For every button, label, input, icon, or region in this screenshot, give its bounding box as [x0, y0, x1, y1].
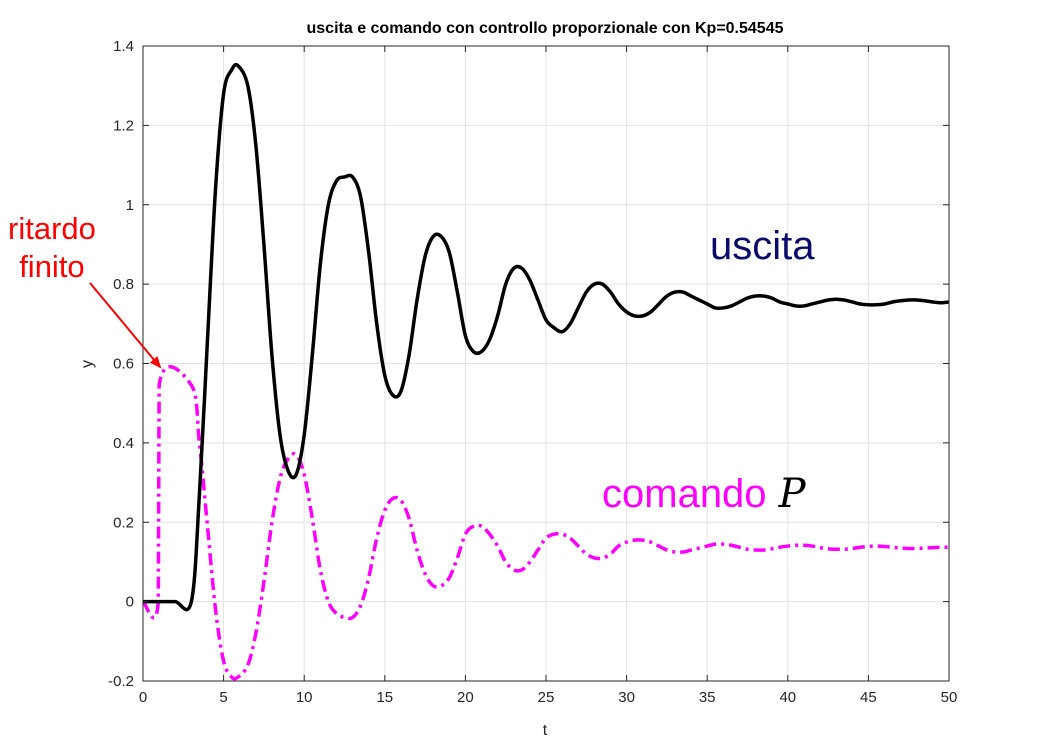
- y-tick-label: 0: [126, 594, 134, 611]
- x-tick-label: 50: [941, 689, 958, 706]
- comando-label: comando: [602, 472, 767, 516]
- comando-symbol: P: [778, 471, 806, 517]
- x-tick-label: 10: [296, 689, 313, 706]
- x-tick-label: 15: [376, 689, 393, 706]
- y-tick-label: 0.6: [113, 356, 134, 373]
- series-comando-line: [141, 365, 950, 681]
- x-tick-label: 20: [457, 689, 474, 706]
- ritardo-arrow: [89, 282, 162, 369]
- comando-annotation: comando P: [602, 474, 805, 514]
- x-tick-label: 45: [860, 689, 877, 706]
- x-axis-label: t: [543, 722, 548, 739]
- series-layer: [141, 62, 950, 681]
- x-tick-label: 40: [779, 689, 796, 706]
- finito-label: finito: [19, 249, 85, 284]
- ticks: 0 5 10 15 20 25 30 35 40 45 50 -0.2 0 0.2 0.4 0.6 0.8 1 1.…: [108, 38, 957, 706]
- chart-title: uscita e comando con controllo proporzio…: [307, 20, 784, 37]
- y-tick-label: 1.4: [113, 38, 134, 55]
- ritardo-label: ritardo: [8, 211, 96, 246]
- x-tick-label: 5: [219, 689, 227, 706]
- x-tick-label: 0: [139, 689, 147, 706]
- y-axis-label: y: [79, 360, 96, 368]
- x-tick-label: 25: [538, 689, 555, 706]
- y-tick-label: 0.4: [113, 435, 134, 452]
- y-tick-label: 0.8: [113, 276, 134, 293]
- x-tick-label: 30: [618, 689, 635, 706]
- y-tick-label: 1: [126, 197, 134, 214]
- uscita-annotation: uscita: [710, 224, 815, 268]
- ritardo-finito-annotation: ritardo finito: [8, 210, 96, 286]
- y-tick-label: -0.2: [108, 673, 134, 690]
- y-tick-label: 1.2: [113, 117, 134, 134]
- y-tick-label: 0.2: [113, 514, 134, 531]
- series-uscita-line: [143, 62, 950, 612]
- x-tick-label: 35: [699, 689, 716, 706]
